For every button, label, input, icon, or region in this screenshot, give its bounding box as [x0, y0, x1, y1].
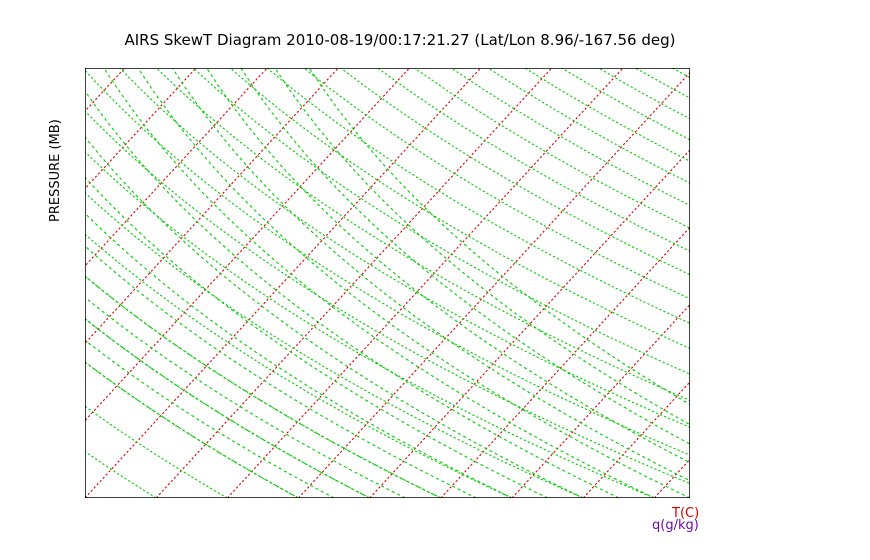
y-axis-title: PRESSURE (MB) — [48, 119, 63, 222]
plot-area — [85, 68, 690, 498]
x-axis-mixing-label: q(g/kg) — [652, 518, 699, 533]
dry-adiabat-lines — [85, 68, 690, 498]
page-title: AIRS SkewT Diagram 2010-08-19/00:17:21.2… — [124, 31, 676, 49]
isotherm-lines — [85, 68, 690, 498]
plot-background — [85, 68, 690, 498]
skewt-plot-svg — [85, 68, 690, 498]
x-axis-temp-label: T(C) — [672, 506, 700, 521]
